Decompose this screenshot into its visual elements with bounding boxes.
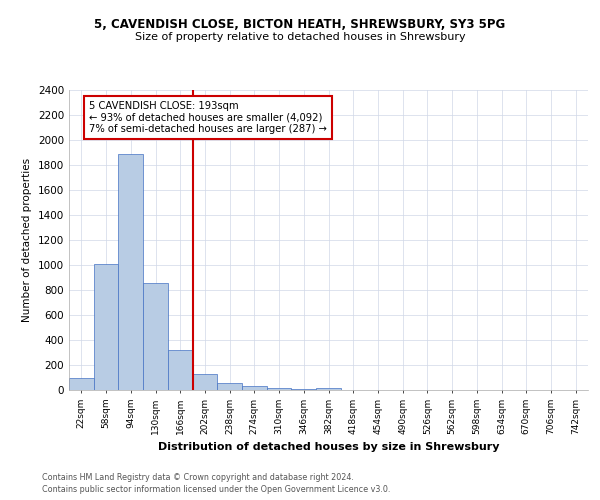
Bar bbox=[69, 378, 94, 390]
Bar bbox=[193, 374, 217, 390]
Bar bbox=[292, 389, 316, 390]
Bar bbox=[267, 388, 292, 390]
Text: Contains HM Land Registry data © Crown copyright and database right 2024.: Contains HM Land Registry data © Crown c… bbox=[42, 472, 354, 482]
Bar bbox=[143, 282, 168, 390]
Bar bbox=[217, 383, 242, 390]
Bar bbox=[316, 388, 341, 390]
Text: 5 CAVENDISH CLOSE: 193sqm
← 93% of detached houses are smaller (4,092)
7% of sem: 5 CAVENDISH CLOSE: 193sqm ← 93% of detac… bbox=[89, 101, 326, 134]
Bar bbox=[242, 386, 267, 390]
Text: Size of property relative to detached houses in Shrewsbury: Size of property relative to detached ho… bbox=[134, 32, 466, 42]
Bar bbox=[118, 154, 143, 390]
X-axis label: Distribution of detached houses by size in Shrewsbury: Distribution of detached houses by size … bbox=[158, 442, 499, 452]
Text: Contains public sector information licensed under the Open Government Licence v3: Contains public sector information licen… bbox=[42, 485, 391, 494]
Text: 5, CAVENDISH CLOSE, BICTON HEATH, SHREWSBURY, SY3 5PG: 5, CAVENDISH CLOSE, BICTON HEATH, SHREWS… bbox=[94, 18, 506, 30]
Bar bbox=[168, 350, 193, 390]
Bar bbox=[94, 264, 118, 390]
Y-axis label: Number of detached properties: Number of detached properties bbox=[22, 158, 32, 322]
